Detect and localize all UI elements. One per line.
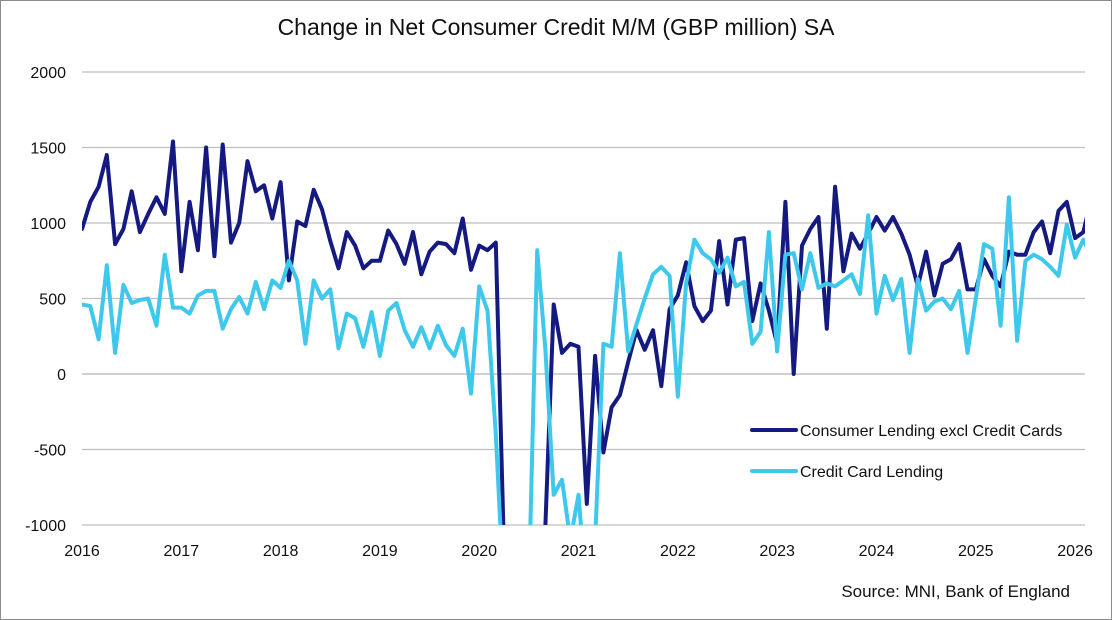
x-tick-label: 2019	[362, 543, 398, 560]
source-note: Source: MNI, Bank of England	[841, 582, 1070, 601]
x-tick-label: 2018	[263, 543, 299, 560]
series-line-2	[82, 195, 1085, 525]
legend: Consumer Lending excl Credit Cards Credit…	[750, 423, 1062, 481]
x-tick-label: 2025	[958, 543, 994, 560]
series-line-1	[82, 139, 1085, 525]
x-tick-label: 2024	[859, 543, 895, 560]
y-tick-label: -1000	[25, 518, 66, 535]
x-tick-label: 2022	[660, 543, 696, 560]
x-tick-label: 2021	[561, 543, 597, 560]
x-tick-label: 2026	[1057, 543, 1093, 560]
y-tick-label: 1000	[30, 216, 66, 233]
x-tick-label: 2020	[461, 543, 497, 560]
series-lines	[82, 139, 1085, 525]
y-tick-label: -500	[34, 443, 66, 460]
y-tick-label: 2000	[30, 65, 66, 82]
chart-title: Change in Net Consumer Credit M/M (GBP m…	[277, 14, 835, 40]
y-tick-label: 500	[39, 292, 66, 309]
legend-label: Credit Card Lending	[800, 464, 943, 481]
y-tick-label: 1500	[30, 141, 66, 158]
x-axis-ticks: 2016 2017 2018 2019 2020 2021 2022 2023 2024 2025…	[64, 543, 1093, 560]
y-tick-label: 0	[57, 367, 66, 384]
x-tick-label: 2023	[759, 543, 795, 560]
y-axis-ticks: 2000 1500 1000 500 0 -500 -1000	[25, 65, 66, 535]
x-tick-label: 2017	[164, 543, 200, 560]
x-tick-label: 2016	[64, 543, 100, 560]
legend-label: Consumer Lending excl Credit Cards	[800, 423, 1062, 440]
